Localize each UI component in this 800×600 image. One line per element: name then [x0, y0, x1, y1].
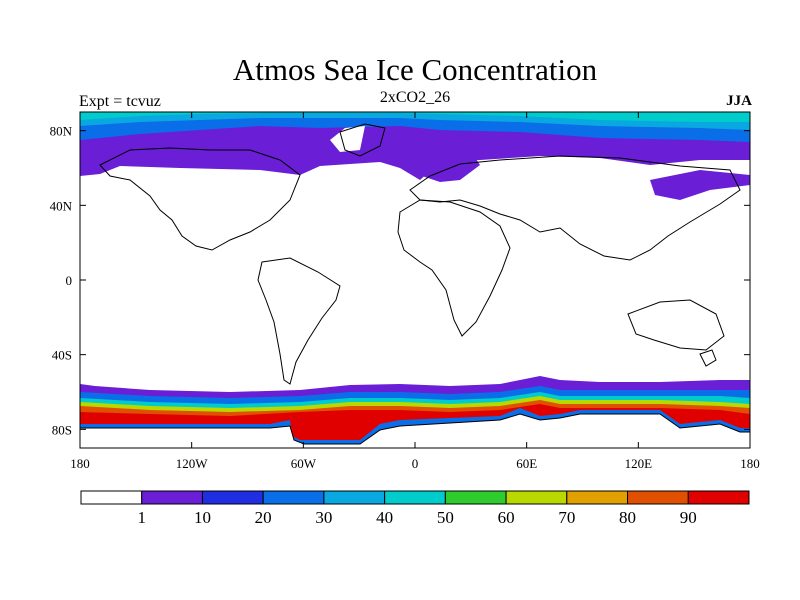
experiment-label: Expt = tcvuz — [79, 93, 161, 110]
colorbar-swatch — [80, 490, 143, 505]
longitude-axis: 180 120W 60W 0 60E 120E 180 — [70, 112, 760, 471]
colorbar-label: 40 — [376, 508, 393, 527]
lat-tick-label: 0 — [66, 273, 73, 288]
lat-tick-label: 40N — [50, 198, 73, 213]
colorbar-swatch — [627, 490, 689, 505]
colorbar-swatch — [141, 490, 203, 505]
colorbar: 1 10 20 30 40 50 60 70 80 90 — [80, 490, 750, 527]
lon-tick-label: 60E — [516, 456, 537, 471]
page-title: Atmos Sea Ice Concentration — [232, 52, 598, 87]
colorbar-label: 30 — [315, 508, 332, 527]
lon-tick-label: 60W — [291, 456, 317, 471]
colorbar-label: 1 — [137, 508, 146, 527]
lat-tick-label: 40S — [52, 348, 72, 363]
lon-tick-label: 180 — [740, 456, 760, 471]
lon-tick-label: 120W — [176, 456, 209, 471]
lat-tick-label: 80N — [50, 124, 73, 139]
colorbar-label: 10 — [194, 508, 211, 527]
lon-tick-label: 180 — [70, 456, 90, 471]
colorbar-label: 60 — [498, 508, 515, 527]
colorbar-swatch — [444, 490, 507, 505]
sea-ice-field — [80, 112, 750, 448]
arctic-sea-ice — [80, 112, 750, 200]
colorbar-swatch — [687, 490, 750, 505]
colorbar-label: 20 — [255, 508, 272, 527]
season-label: JJA — [726, 93, 752, 109]
latitude-axis: 80N 40N 0 40S 80S — [50, 124, 750, 437]
antarctic-sea-ice — [80, 376, 750, 448]
colorbar-label: 80 — [619, 508, 636, 527]
colorbar-label: 90 — [680, 508, 697, 527]
lon-tick-label: 0 — [412, 456, 419, 471]
colorbar-swatch — [384, 490, 446, 505]
colorbar-swatch — [262, 490, 325, 505]
lon-tick-label: 120E — [625, 456, 653, 471]
colorbar-swatch — [566, 490, 629, 505]
experiment-subtitle: 2xCO2_26 — [379, 89, 451, 106]
colorbar-label: 50 — [437, 508, 454, 527]
lat-tick-label: 80S — [52, 422, 72, 437]
colorbar-label: 70 — [558, 508, 575, 527]
colorbar-swatch — [323, 490, 386, 505]
colorbar-swatch — [201, 490, 264, 505]
coastlines — [80, 123, 750, 445]
colorbar-swatch — [505, 490, 568, 505]
